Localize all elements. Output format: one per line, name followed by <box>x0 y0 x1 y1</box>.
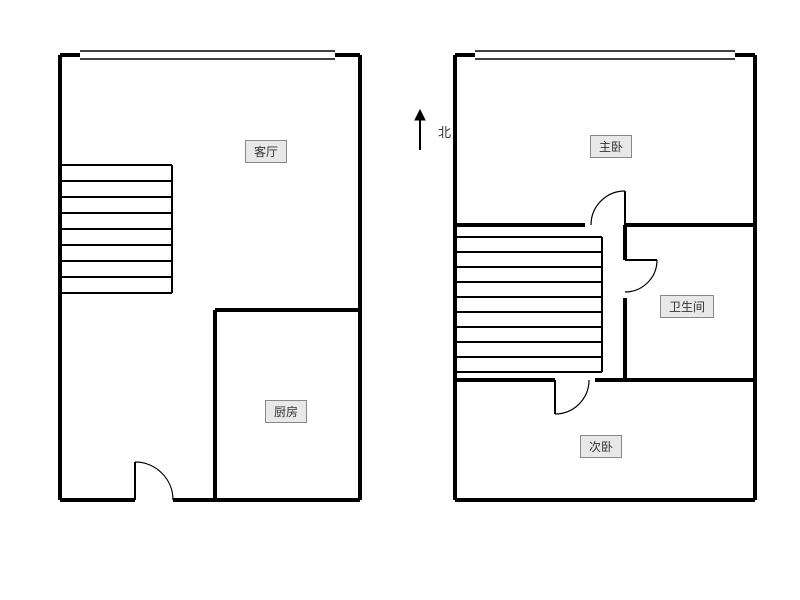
label-living-room: 客厅 <box>245 140 287 163</box>
compass-label: 北 <box>438 122 451 141</box>
floorplan-canvas: 北 客厅 厨房 主卧 卫生间 次卧 <box>0 0 800 600</box>
label-master-bedroom: 主卧 <box>590 135 632 158</box>
label-bathroom: 卫生间 <box>660 295 714 318</box>
label-kitchen: 厨房 <box>265 400 307 423</box>
label-second-bedroom: 次卧 <box>580 435 622 458</box>
